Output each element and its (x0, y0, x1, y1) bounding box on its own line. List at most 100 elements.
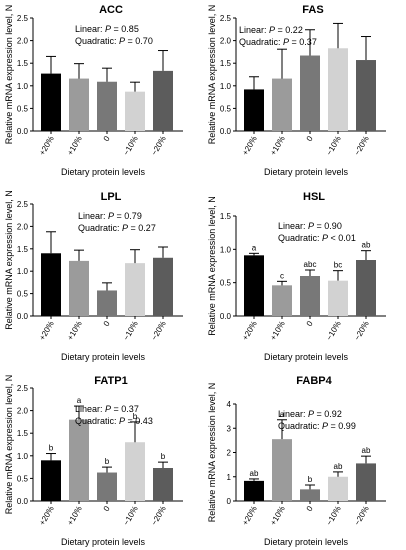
bar-acc-1 (41, 73, 61, 131)
y-tick-label: 1.0 (17, 82, 29, 91)
significance-letter: b (308, 475, 313, 484)
x-axis-label: Dietary protein levels (264, 167, 349, 177)
y-tick-label: 1.5 (220, 59, 232, 68)
x-tick-label: −10% (122, 320, 140, 342)
chart-title: LPL (101, 191, 122, 203)
x-tick-label: +20% (38, 320, 56, 342)
chart-title: FAS (302, 4, 323, 16)
y-tick-label: 1.5 (17, 245, 29, 254)
bar-hsl-4 (328, 280, 348, 316)
x-tick-label: +10% (66, 320, 84, 342)
significance-letter: ab (250, 469, 259, 478)
bar-fas-1 (244, 89, 264, 131)
stats-line: Linear: P = 0.92 (278, 409, 342, 419)
bar-hsl-5 (356, 260, 376, 316)
y-tick-label: 1.0 (17, 452, 29, 461)
y-tick-label: 3 (227, 424, 232, 433)
bar-fabp4-4 (328, 476, 348, 501)
x-tick-label: 0 (102, 504, 112, 513)
chart-title: HSL (303, 191, 325, 203)
x-axis-label: Dietary protein levels (61, 352, 146, 362)
x-tick-label: 0 (305, 134, 315, 143)
significance-letter: a (280, 410, 285, 419)
x-axis-label: Dietary protein levels (61, 167, 146, 177)
y-tick-label: 0.0 (220, 312, 232, 321)
x-tick-label: 0 (305, 504, 315, 513)
y-tick-label: 0.0 (17, 127, 29, 136)
y-tick-label: 0 (227, 497, 232, 506)
x-tick-label: −20% (150, 505, 168, 527)
x-tick-label: 0 (102, 319, 112, 328)
y-tick-label: 2.5 (220, 14, 232, 23)
x-tick-label: −10% (122, 135, 140, 157)
y-tick-label: 1.5 (17, 429, 29, 438)
x-tick-label: −20% (353, 320, 371, 342)
significance-letter: abc (304, 260, 317, 269)
significance-letter: a (252, 243, 257, 252)
significance-letter: ab (362, 241, 371, 250)
x-tick-label: +10% (66, 505, 84, 527)
y-tick-label: 4 (227, 400, 232, 409)
y-tick-label: 2.0 (17, 407, 29, 416)
y-tick-label: 2 (227, 449, 232, 458)
x-tick-label: +20% (38, 505, 56, 527)
bar-fatp1-5 (153, 468, 173, 501)
significance-letter: a (77, 396, 82, 405)
x-tick-label: −20% (150, 135, 168, 157)
y-tick-label: 1.0 (220, 82, 232, 91)
y-tick-label: 0.5 (220, 104, 232, 113)
y-axis-label: Relative mRNA expression level, N (207, 383, 217, 523)
significance-letter: b (161, 452, 166, 461)
y-axis-label: Relative mRNA expression level, N (4, 190, 14, 330)
bar-hsl-3 (300, 276, 320, 316)
significance-letter: ab (334, 462, 343, 471)
x-tick-label: +20% (241, 320, 259, 342)
y-tick-label: 2.0 (17, 222, 29, 231)
stats-line: Linear: P = 0.85 (75, 24, 139, 34)
bar-acc-3 (97, 81, 117, 131)
y-tick-label: 2.5 (17, 384, 29, 393)
significance-letter: bc (334, 261, 342, 270)
stats-line: Quadratic: P = 0.70 (75, 36, 153, 46)
x-tick-label: +10% (269, 505, 287, 527)
stats-line: Quadratic: P = 0.37 (239, 37, 317, 47)
chart-title: FATP1 (94, 375, 127, 387)
bar-fas-3 (300, 55, 320, 131)
bar-hsl-2 (272, 285, 292, 316)
chart-title: ACC (99, 4, 123, 16)
bar-fatp1-2 (69, 419, 89, 501)
y-tick-label: 1.5 (220, 212, 232, 221)
bar-fas-5 (356, 60, 376, 132)
significance-letter: b (133, 412, 138, 421)
x-tick-label: −10% (325, 320, 343, 342)
bar-lpl-3 (97, 290, 117, 316)
bar-fatp1-4 (125, 442, 145, 501)
x-tick-label: −10% (122, 505, 140, 527)
y-tick-label: 1.0 (17, 267, 29, 276)
x-tick-label: −20% (353, 135, 371, 157)
x-axis-label: Dietary protein levels (61, 537, 146, 547)
bar-lpl-5 (153, 257, 173, 316)
x-axis-label: Dietary protein levels (264, 537, 349, 547)
significance-letter: c (280, 271, 284, 280)
stats-line: Linear: P = 0.22 (239, 25, 303, 35)
bar-fas-2 (272, 78, 292, 131)
bar-acc-5 (153, 70, 173, 131)
stats-line: Linear: P = 0.37 (75, 404, 139, 414)
bar-fabp4-2 (272, 439, 292, 501)
bar-fabp4-5 (356, 463, 376, 501)
x-axis-label: Dietary protein levels (264, 352, 349, 362)
bar-fas-4 (328, 48, 348, 132)
x-tick-label: −10% (325, 135, 343, 157)
stats-line: Quadratic: P = 0.27 (78, 223, 156, 233)
significance-letter: b (105, 457, 110, 466)
y-tick-label: 0.5 (17, 290, 29, 299)
bar-lpl-4 (125, 263, 145, 316)
bar-fabp4-1 (244, 480, 264, 501)
